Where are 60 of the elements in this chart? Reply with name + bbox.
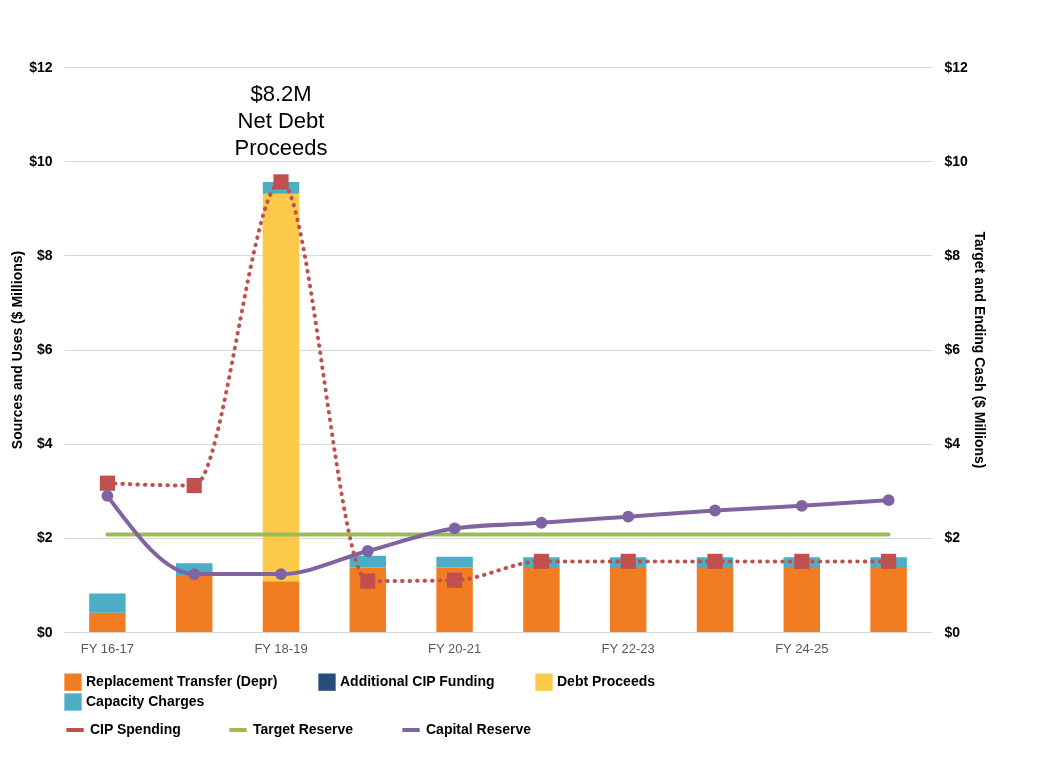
point xyxy=(447,572,463,588)
bar xyxy=(175,575,213,632)
point xyxy=(535,516,548,529)
y-tick-label: $0 xyxy=(36,623,53,640)
point xyxy=(533,553,549,569)
point xyxy=(275,568,287,580)
point xyxy=(99,475,115,491)
y2-tick-label: $12 xyxy=(944,58,969,75)
x-tick-label: FY 24-25 xyxy=(775,640,829,656)
y2-tick-label: $4 xyxy=(944,435,961,452)
point xyxy=(188,568,201,580)
y2-tick-label: $8 xyxy=(944,246,961,263)
y-tick-label: $4 xyxy=(36,435,53,452)
bar xyxy=(523,567,560,632)
bar xyxy=(89,612,126,632)
bar xyxy=(870,567,907,632)
point xyxy=(795,499,808,512)
point xyxy=(101,490,114,502)
legend-label: Target Reserve xyxy=(253,721,354,737)
point xyxy=(360,573,376,589)
point xyxy=(707,553,723,569)
point xyxy=(273,174,289,190)
y2-tick-label: $2 xyxy=(944,529,961,546)
y2-tick-label: $10 xyxy=(944,152,969,169)
point xyxy=(882,494,895,507)
point xyxy=(622,510,635,523)
bar xyxy=(262,581,300,632)
bar xyxy=(89,593,126,613)
legend-label: Capacity Charges xyxy=(86,693,205,709)
legend-label: Capital Reserve xyxy=(426,721,532,737)
y-tick-label: $8 xyxy=(36,246,53,263)
y2-tick-label: $6 xyxy=(944,341,961,357)
point xyxy=(709,504,721,517)
y2-tick-label: $0 xyxy=(944,623,961,640)
point xyxy=(881,553,897,569)
legend-label: CIP Spending xyxy=(90,721,181,737)
legend-label: Replacement Transfer (Depr) xyxy=(86,673,278,690)
x-tick-label: FY 20-21 xyxy=(427,640,482,656)
y-tick-label: $6 xyxy=(36,341,53,357)
point xyxy=(448,522,461,535)
point xyxy=(186,477,202,494)
bar xyxy=(262,193,300,582)
y-tick-label: $10 xyxy=(29,152,53,169)
bar xyxy=(436,556,473,568)
x-tick-label: FY 22-23 xyxy=(601,640,655,656)
y-axis-title: Sources and Uses ($ Millions) xyxy=(9,250,26,450)
point xyxy=(794,553,810,569)
point xyxy=(361,545,374,557)
y-tick-label: $2 xyxy=(36,529,53,546)
bar xyxy=(609,567,647,632)
bar xyxy=(783,567,821,632)
legend-label: Debt Proceeds xyxy=(557,673,656,690)
point xyxy=(620,553,636,569)
y-tick-label: $12 xyxy=(29,58,53,75)
legend-label: Additional CIP Funding xyxy=(340,673,495,690)
y2-axis-title: Target and Ending Cash ($ Millions) xyxy=(971,231,988,469)
x-tick-label: FY 18-19 xyxy=(254,640,308,656)
x-tick-label: FY 16-17 xyxy=(80,640,135,656)
annotation: $8.2M Net Debt Proceeds xyxy=(234,80,328,160)
bar xyxy=(696,567,734,632)
